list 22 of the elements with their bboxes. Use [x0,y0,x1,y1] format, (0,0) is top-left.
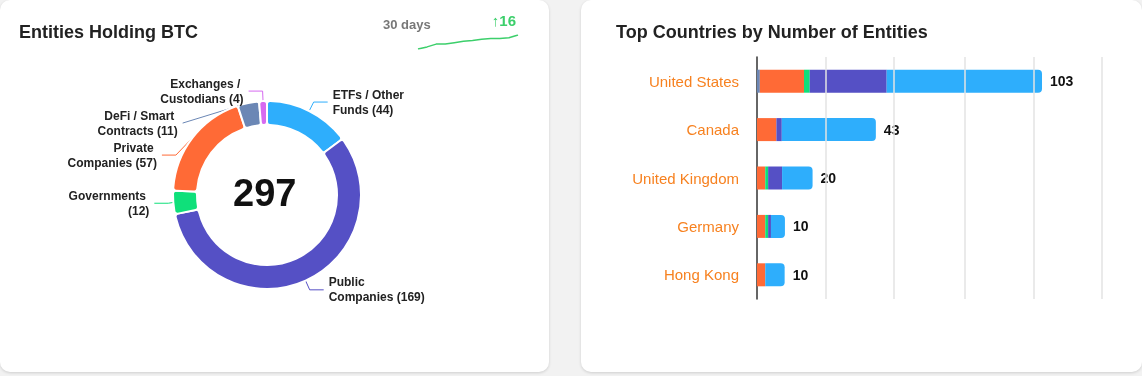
y-tick-label: United Kingdom [632,169,739,187]
y-tick-label: Canada [686,121,740,139]
slice-label: ETFs / Other Funds (44) [332,87,408,117]
slice-label: DeFi / Smart Contracts (11) [97,108,178,138]
slice-label: Public Companies (169) [328,275,425,305]
slice-label: Governments [68,188,150,203]
chart-title: Top Countries by Number of Entities [616,22,928,42]
total-label: 10 [792,266,809,283]
total-label: 10 [792,218,809,235]
chart-title: Entities Holding BTC [19,22,198,42]
y-tick-label: Germany [677,217,740,235]
slice-label: Private Companies (57) [67,140,157,170]
data-label: (12) [127,203,150,218]
y-tick-label: United States [648,72,739,90]
total-label: 43 [883,121,900,138]
text: ↑16 [491,12,516,29]
y-tick-label: Hong Kong [663,266,739,284]
slice-label: Exchanges / Custodians (4) [160,76,244,106]
total-label: 103 [1050,73,1074,90]
text: 297 [233,172,297,214]
total-label: 20 [820,170,837,186]
chart-title: 30 days [383,17,431,32]
